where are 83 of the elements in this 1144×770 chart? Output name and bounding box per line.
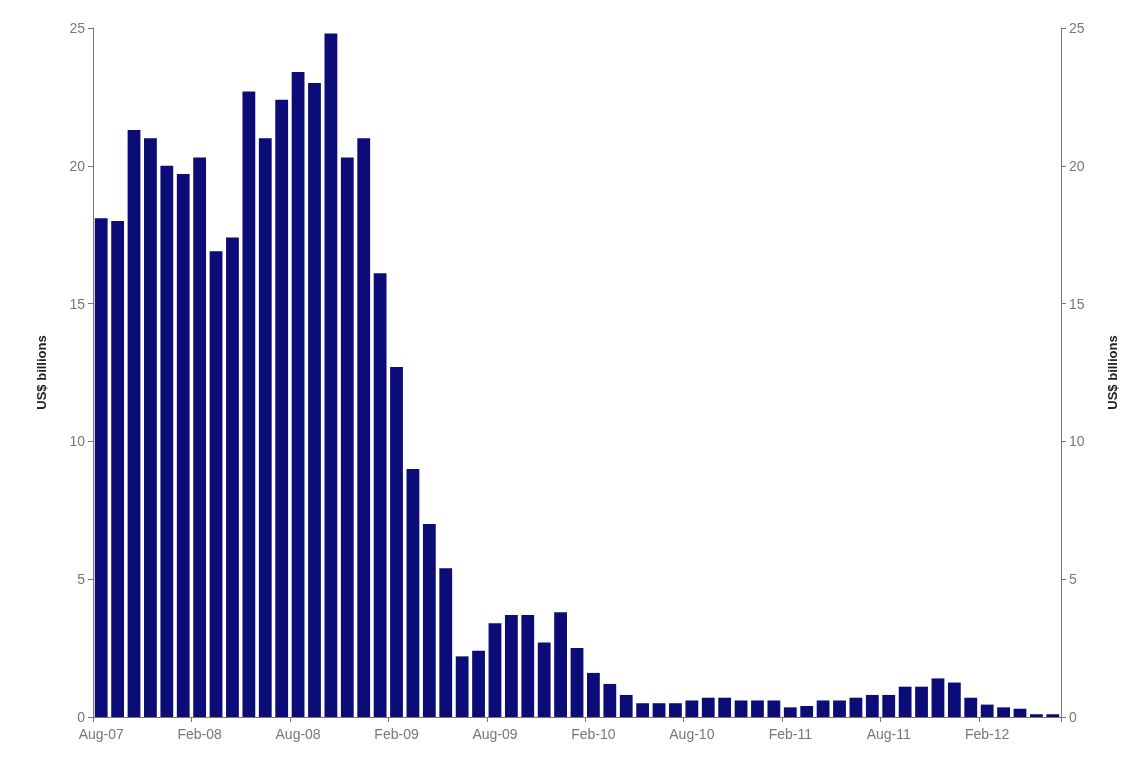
bar [406, 468, 420, 717]
bar [636, 703, 650, 717]
bar [537, 642, 551, 717]
bar [554, 612, 567, 717]
bar [308, 83, 321, 717]
x-tick-label: Aug-07 [78, 726, 124, 742]
bar [226, 237, 239, 717]
y-tick-label: 0 [77, 709, 86, 725]
bar [669, 703, 682, 717]
bar [701, 697, 715, 717]
x-tick-label: Feb-09 [374, 726, 419, 742]
bar [472, 650, 485, 717]
x-tick-label: Aug-09 [472, 726, 518, 742]
bar [800, 705, 814, 717]
y-tick-label: 20 [69, 157, 86, 174]
bar [275, 99, 289, 717]
bar [390, 366, 403, 717]
bar [144, 138, 157, 717]
bar [603, 683, 617, 717]
bar [340, 157, 354, 717]
bar [521, 615, 535, 717]
y2-tick-label: 25 [1069, 20, 1085, 36]
bar [1013, 708, 1027, 717]
bar [997, 707, 1010, 717]
x-tick-label: Feb-12 [964, 726, 1010, 742]
bar [685, 700, 699, 717]
bar [373, 273, 387, 717]
y-axis-title: US$ billions [34, 335, 49, 410]
bar [422, 524, 436, 717]
bar [734, 700, 748, 717]
bar [193, 157, 207, 717]
bar [1029, 714, 1043, 717]
bar [652, 703, 666, 717]
bar [504, 615, 518, 717]
bar [488, 623, 502, 717]
bar [258, 138, 272, 717]
y2-axis-title: US$ billions [1105, 335, 1120, 410]
bar [209, 251, 223, 717]
bar [947, 682, 961, 717]
bar [324, 33, 338, 717]
bar [94, 218, 108, 717]
y2-tick-label: 0 [1069, 709, 1077, 725]
x-tick-label: Feb-08 [177, 726, 223, 742]
bar [1046, 714, 1060, 717]
y2-tick-label: 15 [1069, 295, 1085, 312]
bar [127, 129, 141, 717]
y2-tick-label: 10 [1069, 433, 1085, 450]
bar [783, 707, 797, 717]
bar [111, 220, 125, 717]
y-tick-label: 10 [69, 433, 86, 450]
bar [898, 686, 912, 717]
bar [849, 697, 863, 717]
bar [931, 678, 945, 717]
x-tick-label: Feb-10 [571, 726, 616, 742]
bar [291, 72, 305, 717]
bar [587, 672, 600, 717]
bar [619, 694, 633, 717]
y-tick-label: 25 [69, 20, 86, 36]
bar [160, 165, 174, 717]
x-tick-label: Aug-11 [866, 726, 911, 742]
bar [882, 694, 896, 717]
bar [816, 700, 830, 717]
bar [242, 91, 256, 717]
bar [833, 700, 846, 717]
bar [751, 700, 764, 717]
y-tick-label: 5 [77, 571, 86, 588]
bar [455, 656, 469, 717]
x-tick-label: Aug-10 [669, 726, 715, 742]
y2-tick-label: 5 [1069, 571, 1077, 588]
bar [176, 174, 190, 717]
y2-tick-label: 20 [1069, 157, 1085, 174]
y-tick-label: 15 [69, 295, 86, 312]
bar [570, 648, 584, 717]
bar [767, 700, 781, 717]
x-tick-label: Aug-08 [275, 726, 321, 742]
bar [915, 686, 928, 717]
bar [865, 694, 879, 717]
bar [718, 697, 732, 717]
x-tick-label: Feb-11 [768, 726, 813, 742]
bar [964, 697, 978, 717]
bar [439, 568, 453, 717]
bar [357, 138, 371, 717]
bar [980, 704, 994, 717]
